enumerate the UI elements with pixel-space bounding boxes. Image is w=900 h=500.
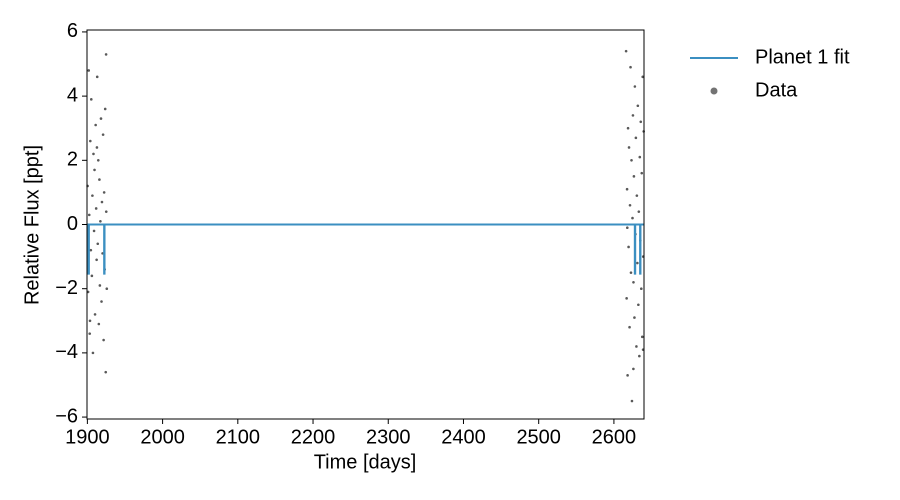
data-point — [626, 126, 630, 130]
data-point — [633, 85, 637, 88]
data-point — [94, 207, 98, 210]
data-point — [104, 53, 108, 56]
y-tick-label: 0 — [67, 213, 78, 235]
data-point — [98, 178, 101, 181]
data-point — [87, 213, 91, 217]
data-point — [641, 75, 645, 79]
x-tick-label: 1900 — [65, 426, 110, 448]
data-point — [625, 187, 629, 191]
plot-frame — [86, 29, 645, 420]
y-tick-label: 6 — [67, 20, 78, 42]
data-point — [630, 399, 634, 403]
data-point — [88, 319, 92, 323]
data-point — [627, 146, 631, 149]
data-point — [626, 226, 629, 230]
data-point — [629, 271, 633, 274]
data-point — [89, 139, 92, 143]
data-point — [95, 146, 99, 149]
data-point — [93, 313, 97, 316]
data-point — [93, 168, 96, 172]
data-point — [87, 69, 91, 72]
data-point — [624, 49, 628, 53]
x-tick-label: 2400 — [441, 426, 486, 448]
data-point — [630, 159, 633, 162]
x-tick-label: 2300 — [366, 426, 411, 448]
x-tick-label: 2000 — [140, 426, 185, 448]
y-tick-label: −2 — [55, 277, 78, 299]
data-point — [631, 216, 634, 220]
y-tick-label: 4 — [67, 84, 78, 106]
data-point — [639, 287, 643, 290]
data-point — [105, 287, 109, 290]
data-point — [635, 345, 638, 348]
data-point — [99, 219, 102, 223]
data-point — [629, 65, 632, 69]
data-point — [626, 374, 629, 377]
data-point — [104, 210, 108, 213]
data-point — [91, 351, 95, 355]
data-point — [95, 75, 99, 79]
data-point — [98, 284, 102, 287]
data-point — [89, 98, 93, 101]
data-point — [625, 297, 628, 300]
legend-label: Data — [755, 79, 798, 101]
data-point — [102, 191, 106, 194]
data-point — [91, 194, 94, 197]
data-point — [638, 155, 642, 159]
data-point — [628, 203, 632, 207]
data-point — [632, 367, 635, 371]
data-point — [92, 229, 96, 233]
x-tick-label: 2200 — [291, 426, 336, 448]
data-point — [100, 300, 103, 303]
y-tick-label: −4 — [55, 341, 78, 363]
data-point — [635, 194, 639, 197]
data-point — [99, 117, 103, 120]
data-point — [96, 242, 100, 246]
data-point — [640, 171, 644, 175]
legend-marker — [710, 87, 718, 95]
data-point — [103, 107, 107, 111]
legend-label: Planet 1 fit — [755, 46, 850, 68]
data-point — [96, 159, 100, 162]
data-point — [632, 175, 636, 178]
data-point — [633, 316, 636, 319]
data-point — [104, 370, 108, 374]
data-point — [636, 104, 640, 108]
data-point — [632, 280, 635, 284]
x-axis-label: Time [days] — [314, 451, 417, 473]
x-tick-label: 2600 — [592, 426, 637, 448]
data-point — [100, 200, 104, 204]
data-point — [102, 338, 105, 342]
data-point — [639, 120, 643, 124]
data-point — [637, 210, 641, 213]
data-point — [637, 303, 640, 307]
data-point — [90, 274, 94, 278]
y-tick-label: 2 — [67, 149, 78, 171]
data-point — [640, 335, 644, 339]
data-point — [628, 325, 631, 329]
data-point — [94, 123, 97, 127]
data-point — [92, 152, 95, 156]
x-tick-label: 2500 — [516, 426, 561, 448]
data-point — [638, 354, 641, 358]
data-point — [89, 248, 93, 252]
x-tick-label: 2100 — [216, 426, 261, 448]
data-point — [627, 245, 630, 249]
y-tick-label: −6 — [55, 405, 78, 427]
data-point — [88, 332, 92, 335]
data-point — [636, 261, 639, 265]
y-axis-label: Relative Flux [ppt] — [21, 145, 43, 305]
data-point — [95, 258, 98, 262]
data-point — [101, 133, 105, 136]
data-point — [97, 322, 101, 326]
data-point — [631, 114, 635, 117]
data-point — [634, 136, 638, 140]
fit-line — [87, 223, 644, 275]
